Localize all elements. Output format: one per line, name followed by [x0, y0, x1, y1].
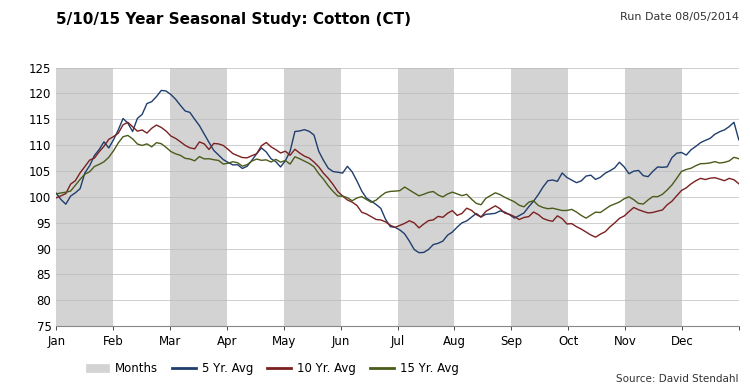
Bar	[170, 68, 226, 326]
Legend: Months, 5 Yr. Avg, 10 Yr. Avg, 15 Yr. Avg: Months, 5 Yr. Avg, 10 Yr. Avg, 15 Yr. Av…	[81, 358, 464, 380]
Bar	[56, 68, 113, 326]
Bar	[284, 68, 340, 326]
Bar	[625, 68, 682, 326]
Bar	[512, 68, 568, 326]
Text: Run Date 08/05/2014: Run Date 08/05/2014	[620, 12, 739, 22]
Text: Source: David Stendahl: Source: David Stendahl	[616, 374, 739, 384]
Bar	[398, 68, 454, 326]
Text: 5/10/15 Year Seasonal Study: Cotton (CT): 5/10/15 Year Seasonal Study: Cotton (CT)	[56, 12, 411, 27]
